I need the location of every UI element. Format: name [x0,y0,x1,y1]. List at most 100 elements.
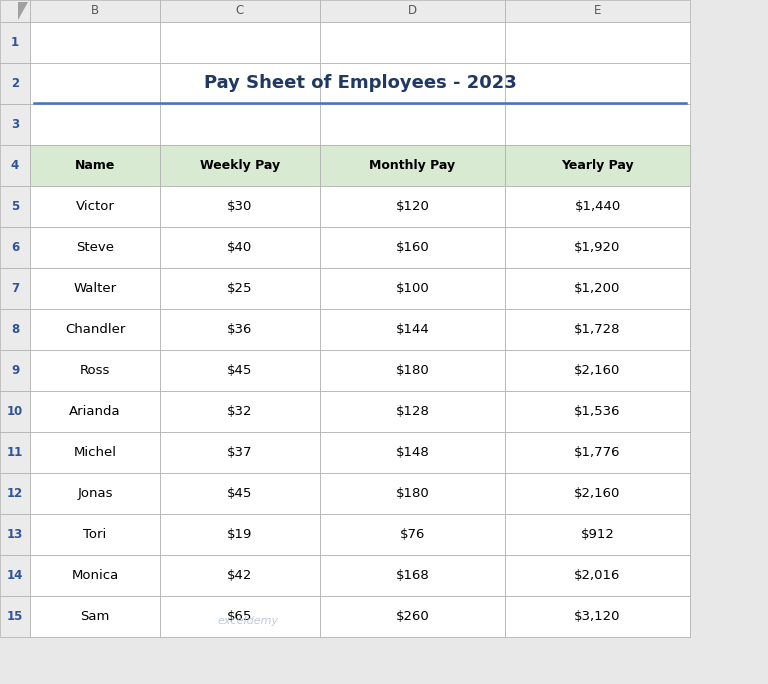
Text: B: B [91,5,99,18]
Bar [160,350,320,391]
Bar [30,104,160,145]
Bar [320,391,505,432]
Text: $120: $120 [396,200,429,213]
Text: $40: $40 [227,241,253,254]
Bar [505,391,690,432]
Bar [160,555,320,596]
Text: $32: $32 [227,405,253,418]
Bar [30,596,160,637]
Text: Jonas: Jonas [78,487,113,500]
Text: C: C [236,5,244,18]
Text: Tori: Tori [84,528,107,541]
Text: Ross: Ross [80,364,110,377]
Bar [160,309,320,350]
Bar [320,227,505,268]
Text: Weekly Pay: Weekly Pay [200,159,280,172]
Bar [160,391,320,432]
Text: $2,016: $2,016 [574,569,621,582]
Text: $912: $912 [581,528,614,541]
Text: 12: 12 [7,487,23,500]
Bar [0,186,30,227]
Bar [160,145,320,186]
Bar [0,432,30,473]
Bar [505,596,690,637]
Text: $168: $168 [396,569,429,582]
Bar [30,186,160,227]
Bar [30,145,160,186]
Bar [30,22,160,63]
Bar [320,391,505,432]
Bar [0,0,690,637]
Text: Steve: Steve [76,241,114,254]
Bar [505,63,690,104]
Polygon shape [18,2,28,20]
Bar [30,432,160,473]
Bar [30,145,160,186]
Text: Yearly Pay: Yearly Pay [561,159,634,172]
Bar [320,473,505,514]
Bar [160,350,320,391]
Bar [320,186,505,227]
Bar [505,514,690,555]
Text: Walter: Walter [74,282,117,295]
Bar [505,186,690,227]
Text: $2,160: $2,160 [574,487,621,500]
Bar [0,555,30,596]
Text: $37: $37 [227,446,253,459]
Text: $1,440: $1,440 [574,200,621,213]
Bar [0,63,30,104]
Text: Michel: Michel [74,446,117,459]
Bar [0,514,30,555]
Bar [505,22,690,63]
Bar [505,145,690,186]
Text: $1,200: $1,200 [574,282,621,295]
Bar [0,473,30,514]
Bar [320,350,505,391]
Bar [320,104,505,145]
Bar [160,596,320,637]
Bar [320,268,505,309]
Bar [320,596,505,637]
Bar [505,309,690,350]
Bar [505,514,690,555]
Bar [160,596,320,637]
Text: Pay Sheet of Employees - 2023: Pay Sheet of Employees - 2023 [204,75,516,92]
Bar [30,309,160,350]
Bar [160,555,320,596]
Bar [160,104,320,145]
Bar [30,63,160,104]
Bar [320,473,505,514]
Bar [30,514,160,555]
Bar [160,514,320,555]
Text: Arianda: Arianda [69,405,121,418]
Bar [320,145,505,186]
Bar [320,22,505,63]
Bar [160,391,320,432]
Bar [30,391,160,432]
Bar [320,514,505,555]
Bar [160,227,320,268]
Bar [505,555,690,596]
Text: D: D [408,5,417,18]
Bar [30,309,160,350]
Bar [505,391,690,432]
Bar [30,555,160,596]
Text: $45: $45 [227,364,253,377]
Bar [320,555,505,596]
Text: $180: $180 [396,487,429,500]
Bar [320,309,505,350]
Text: $19: $19 [227,528,253,541]
Bar [160,0,320,22]
Bar [505,268,690,309]
Bar [0,0,30,22]
Bar [160,22,320,63]
Bar [160,514,320,555]
Text: $1,776: $1,776 [574,446,621,459]
Text: $144: $144 [396,323,429,336]
Text: 1: 1 [11,36,19,49]
Text: 13: 13 [7,528,23,541]
Text: 3: 3 [11,118,19,131]
Bar [30,350,160,391]
Bar [505,432,690,473]
Bar [30,391,160,432]
